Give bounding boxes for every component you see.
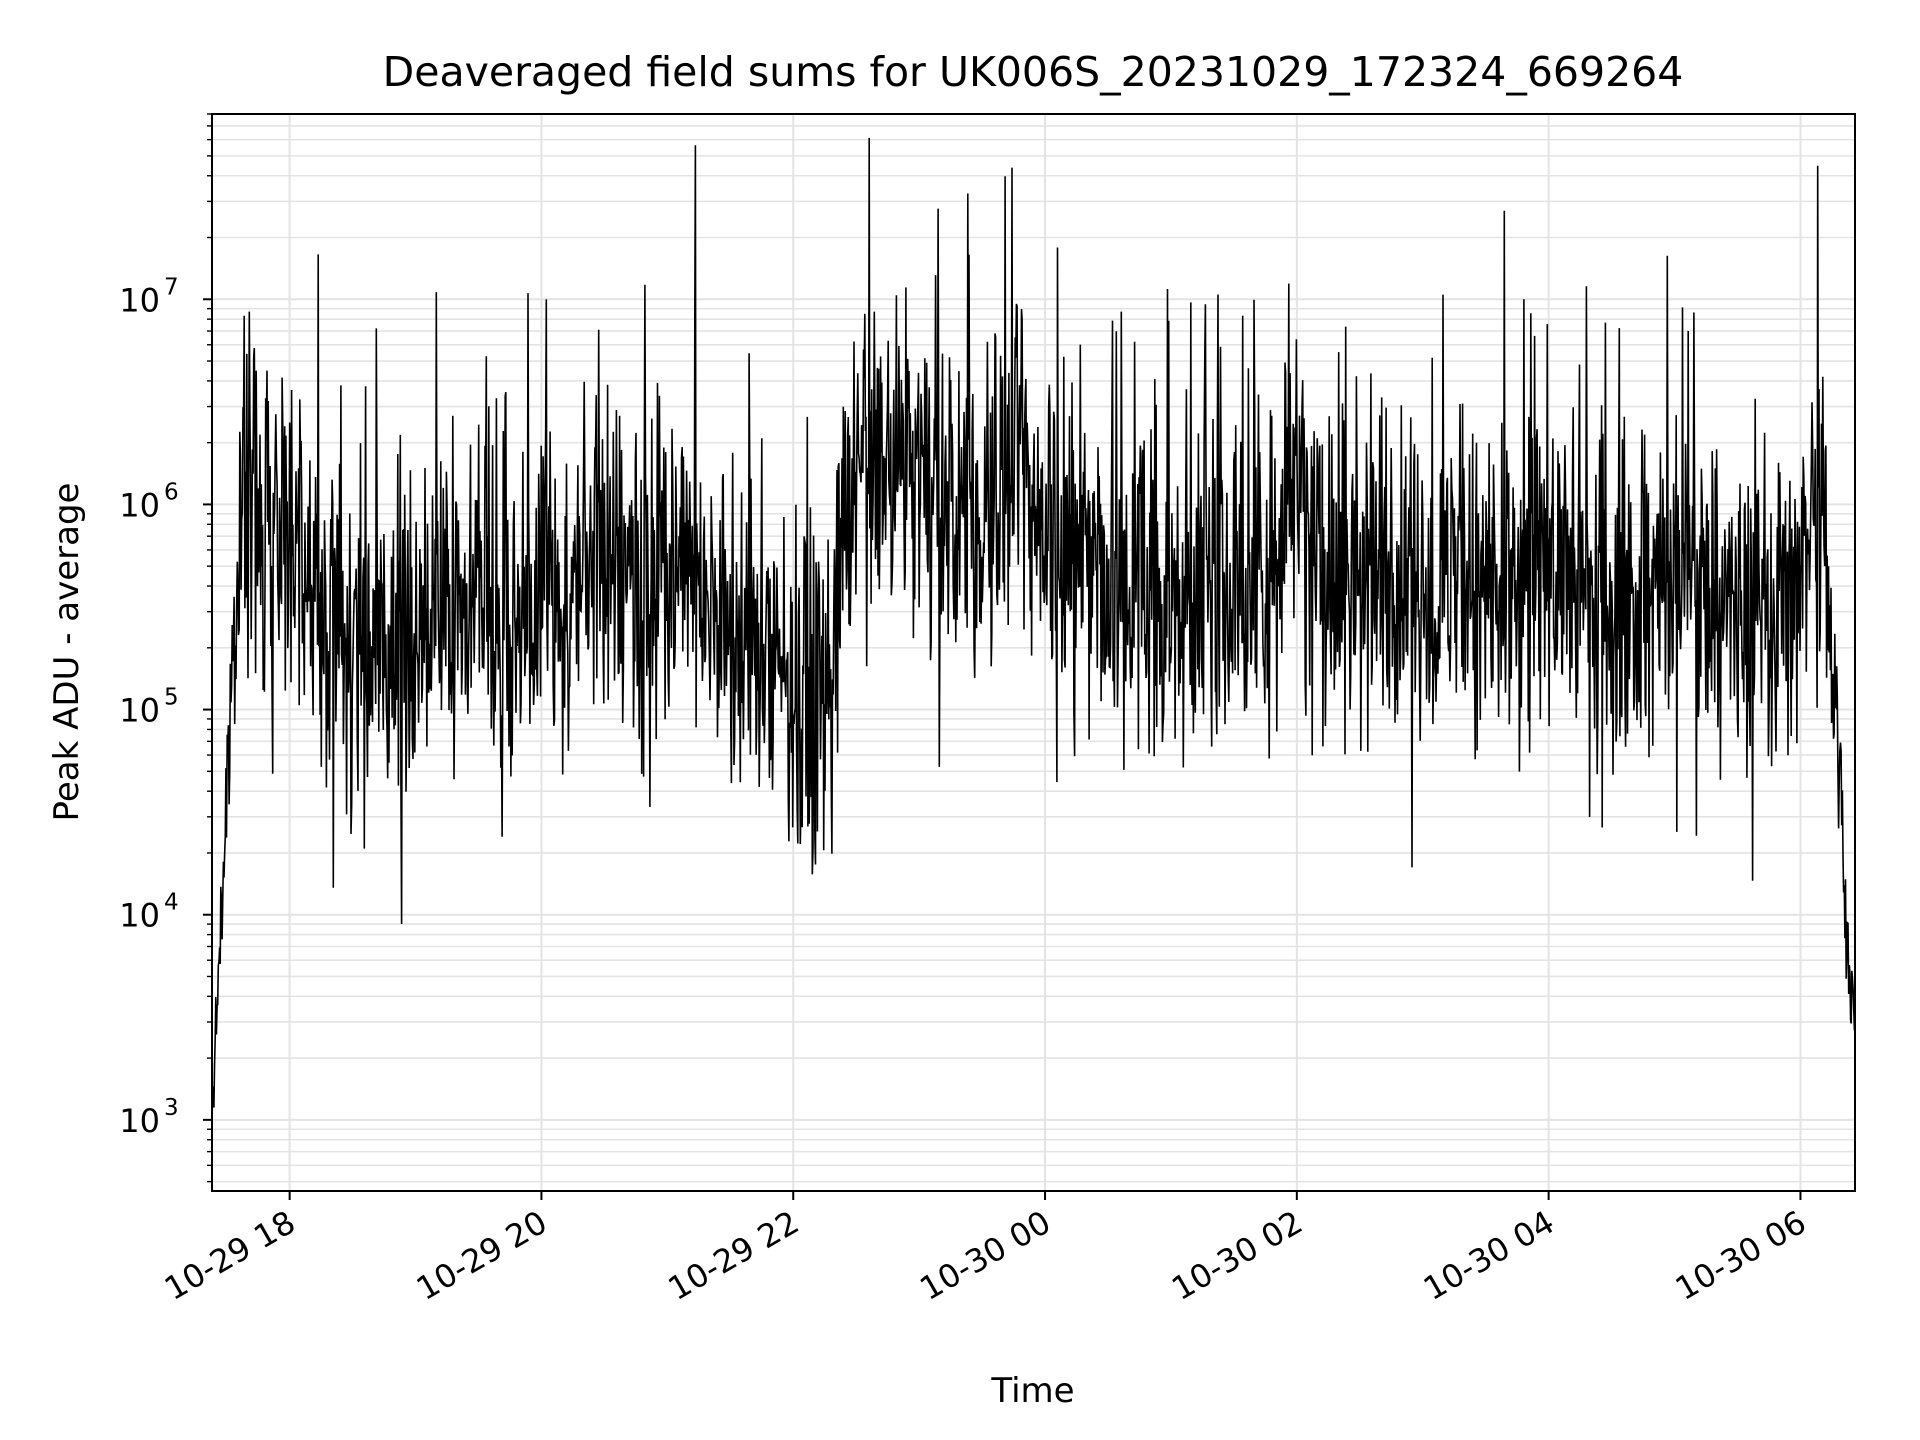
y-tick-label: 10	[119, 897, 160, 935]
y-tick-exponent: 4	[164, 890, 179, 916]
y-tick-exponent: 7	[164, 274, 179, 300]
y-tick-label: 10	[119, 692, 160, 730]
y-tick-label: 10	[119, 1102, 160, 1140]
y-tick-exponent: 5	[164, 685, 179, 711]
x-axis-label: Time	[990, 1371, 1074, 1411]
plot-frame	[211, 113, 1856, 1192]
y-tick-label: 10	[119, 281, 160, 319]
y-tick-exponent: 3	[164, 1095, 179, 1121]
y-axis-label: Peak ADU - average	[47, 483, 87, 822]
chart-title: Deaveraged field sums for UK006S_2023102…	[383, 48, 1684, 96]
y-tick-exponent: 6	[164, 479, 179, 505]
y-tick-label: 10	[119, 486, 160, 524]
series-line	[211, 137, 1856, 1132]
